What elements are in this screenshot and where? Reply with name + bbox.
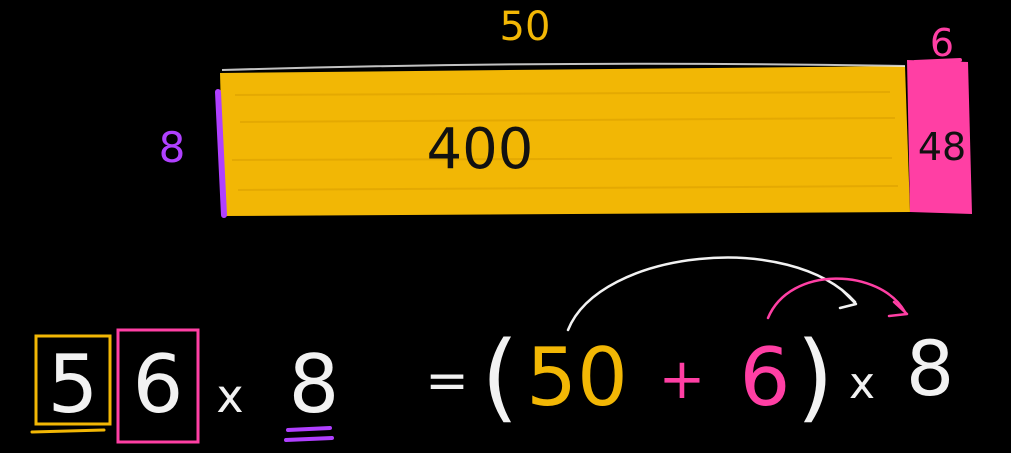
small-area-value: 48 xyxy=(918,125,966,169)
tens-digit: 5 xyxy=(48,338,99,431)
times-sign-left: x xyxy=(216,369,243,423)
plus-sign: + xyxy=(659,347,706,412)
equation-left: 5 6 x 8 xyxy=(30,328,340,444)
factor-right: 8 xyxy=(906,324,954,413)
ones-digit-box xyxy=(116,328,200,444)
brush-texture xyxy=(231,91,899,191)
arrowhead-tens xyxy=(838,288,858,310)
top-edge-stroke xyxy=(221,62,906,71)
arrow-ones-to-factor xyxy=(766,277,907,320)
arrowhead-ones xyxy=(887,300,909,318)
ones-digit: 6 xyxy=(133,338,184,431)
close-paren: ) xyxy=(796,321,833,433)
factor-left: 8 xyxy=(289,338,340,431)
tens-digit-box xyxy=(34,334,112,426)
arrow-tens-to-factor xyxy=(566,256,857,332)
side-label: 8 xyxy=(159,123,186,172)
term-tens: 50 xyxy=(526,331,628,424)
short-length-marker xyxy=(913,58,962,64)
big-area-value: 400 xyxy=(427,117,534,182)
times-sign-right: x xyxy=(849,358,875,409)
side-length-marker xyxy=(215,89,227,218)
top-short-label: 6 xyxy=(930,21,954,65)
area-model xyxy=(215,58,972,218)
term-ones: 6 xyxy=(740,331,791,424)
factor-underline-1 xyxy=(286,426,332,432)
distribution-arrows xyxy=(566,256,909,332)
large-area-rect xyxy=(220,66,910,216)
equation-right: = ( 50 + 6 ) x 8 xyxy=(425,321,954,433)
open-paren: ( xyxy=(481,321,518,433)
tens-underline xyxy=(30,428,106,434)
small-area-rect xyxy=(907,60,972,214)
factor-underline-2 xyxy=(284,436,334,442)
equals-sign: = xyxy=(425,351,469,411)
top-long-label: 50 xyxy=(500,4,551,50)
